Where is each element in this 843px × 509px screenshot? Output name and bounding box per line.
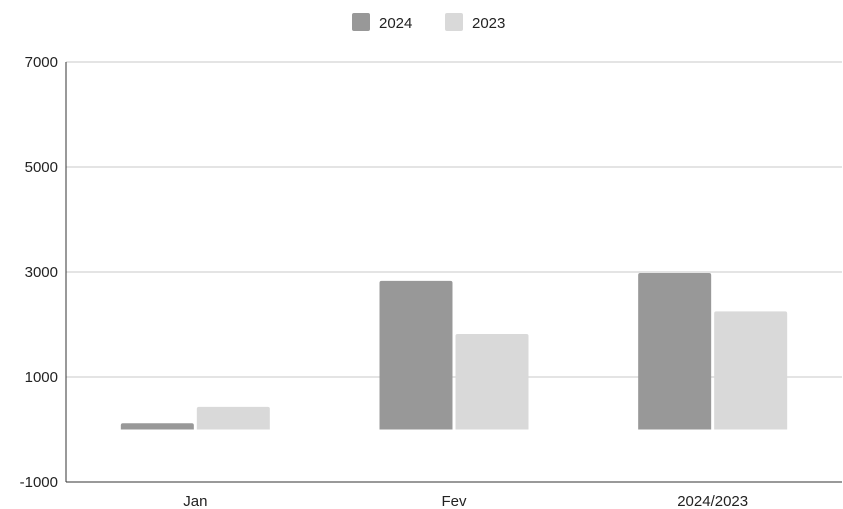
bar-2024-Fev [379,280,453,430]
x-tick-label: Fev [441,493,467,509]
x-tick-label: Jan [183,493,207,509]
bar-2023-Fev [455,333,529,430]
y-tick-label: -1000 [20,474,58,491]
legend-swatch-2024 [352,13,370,31]
legend-swatch-2023 [445,13,463,31]
legend: 2024 2023 [352,13,505,32]
bar-2023-Jan [196,406,270,430]
bar-2024-2024/2023 [638,273,712,430]
legend-label-2024: 2024 [379,15,412,32]
y-tick-label: 3000 [25,264,58,281]
bar-2023-2024/2023 [714,311,788,430]
bar-2024-Jan [120,423,194,430]
y-axis-tick-labels: 7000 5000 3000 1000 -1000 [20,54,58,491]
y-tick-label: 5000 [25,159,58,176]
x-tick-label: 2024/2023 [677,493,748,509]
legend-label-2023: 2023 [472,15,505,32]
x-axis-tick-labels: Jan Fev 2024/2023 [183,493,748,509]
y-tick-label: 1000 [25,369,58,386]
gridlines [66,61,842,378]
y-tick-label: 7000 [25,54,58,71]
bars [120,273,788,430]
